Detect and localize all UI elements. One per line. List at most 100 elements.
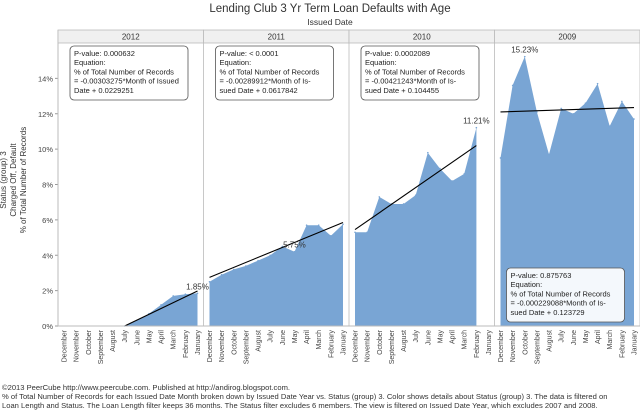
x-tick-label: December — [207, 329, 214, 362]
x-tick-label: January — [486, 330, 493, 355]
x-tick-label: March — [607, 330, 614, 350]
annotation-line: sued Date + 0.123729 — [511, 308, 585, 317]
data-point — [330, 235, 332, 237]
panel-header-label: 2012 — [122, 33, 140, 42]
annotation-line: sued Date + 0.0617842 — [220, 86, 298, 95]
data-point — [512, 85, 514, 87]
x-tick-label: June — [571, 330, 578, 345]
x-tick-label: November — [365, 329, 372, 362]
data-point — [585, 102, 587, 104]
annotation-line: = -0.00421243*Month of Is- — [365, 77, 457, 86]
data-point — [366, 231, 368, 233]
data-label: 15.23% — [511, 46, 538, 55]
x-tick-label: July — [413, 330, 420, 343]
x-tick-label: August — [401, 330, 408, 352]
data-point — [318, 224, 320, 226]
y-tick-label: 14% — [38, 74, 53, 83]
data-point — [403, 203, 405, 205]
x-tick-label: February — [474, 330, 481, 359]
x-tick-label: November — [74, 329, 81, 362]
data-point — [257, 260, 259, 262]
data-point — [233, 269, 235, 271]
x-tick-label: July — [268, 330, 275, 343]
x-tick-label: April — [159, 330, 166, 344]
x-tick-label: May — [292, 330, 299, 344]
x-tick-label: May — [147, 330, 154, 344]
x-tick-label: July — [559, 330, 566, 343]
data-point — [415, 194, 417, 196]
x-tick-label: October — [86, 329, 93, 355]
x-tick-label: September — [534, 329, 541, 364]
series-area-2010 — [355, 128, 476, 326]
x-tick-label: January — [632, 330, 639, 355]
x-tick-label: June — [280, 330, 287, 345]
data-point — [524, 56, 526, 58]
x-tick-label: September — [243, 329, 250, 364]
data-point — [294, 251, 296, 253]
annotation-line: Date + 0.0229251 — [74, 86, 134, 95]
y-axis-label-line-2: Charged Off, Default — [9, 143, 18, 217]
y-tick-label: 0% — [42, 322, 53, 331]
annotation-line: % of Total Number of Records — [74, 67, 174, 76]
y-tick-label: 4% — [42, 251, 53, 260]
x-tick-label: December — [498, 329, 505, 362]
panel-header-label: 2009 — [558, 33, 576, 42]
x-tick-label: October — [231, 329, 238, 355]
data-point — [609, 125, 611, 127]
annotation-line: % of Total Number of Records — [365, 67, 465, 76]
y-axis-label-line-3: % of Total Number of Records — [19, 127, 28, 234]
x-tick-label: February — [328, 330, 335, 359]
panel-header-label: 2010 — [413, 33, 431, 42]
data-point — [269, 254, 271, 256]
annotation-line: Equation: — [511, 280, 543, 289]
data-point — [548, 154, 550, 156]
annotation-line: P-value: 0.0002089 — [365, 49, 430, 58]
x-tick-label: October — [522, 329, 529, 355]
data-point — [378, 196, 380, 198]
chart-title: Lending Club 3 Yr Term Loan Defaults wit… — [209, 3, 450, 15]
data-point — [536, 111, 538, 113]
annotation-line: = -0.00303275*Month of Issued — [74, 77, 179, 86]
data-point — [185, 293, 187, 295]
data-point — [439, 168, 441, 170]
data-point — [197, 292, 199, 294]
x-tick-label: April — [450, 330, 457, 344]
x-tick-label: March — [316, 330, 323, 350]
data-point — [500, 157, 502, 159]
annotation-line: = -0.000229088*Month of Is- — [511, 299, 607, 308]
data-point — [209, 281, 211, 283]
x-tick-label: March — [462, 330, 469, 350]
data-point — [451, 180, 453, 182]
annotation-line: P-value: 0.000632 — [74, 49, 135, 58]
series-area-2011 — [210, 224, 344, 326]
column-header-label: Issued Date — [307, 17, 353, 27]
data-label: 11.21% — [463, 117, 490, 126]
data-point — [476, 127, 478, 129]
loan-default-chart: Lending Club 3 Yr Term Loan Defaults wit… — [0, 0, 640, 380]
data-point — [621, 101, 623, 103]
data-point — [463, 173, 465, 175]
data-point — [172, 295, 174, 297]
x-tick-label: August — [256, 330, 263, 352]
x-tick-label: June — [134, 330, 141, 345]
x-tick-label: October — [377, 329, 384, 355]
y-tick-label: 10% — [38, 145, 53, 154]
data-point — [342, 223, 344, 225]
data-point — [306, 224, 308, 226]
annotation-line: sued Date + 0.104455 — [365, 86, 439, 95]
data-point — [633, 118, 635, 120]
data-point — [597, 83, 599, 85]
y-tick-label: 12% — [38, 110, 53, 119]
data-point — [354, 231, 356, 233]
data-point — [427, 152, 429, 154]
x-tick-label: August — [110, 330, 117, 352]
data-point — [160, 304, 162, 306]
y-tick-label: 8% — [42, 181, 53, 190]
x-tick-label: August — [547, 330, 554, 352]
annotation-line: P-value: 0.875763 — [511, 271, 572, 280]
annotation-line: % of Total Number of Records — [511, 289, 611, 298]
